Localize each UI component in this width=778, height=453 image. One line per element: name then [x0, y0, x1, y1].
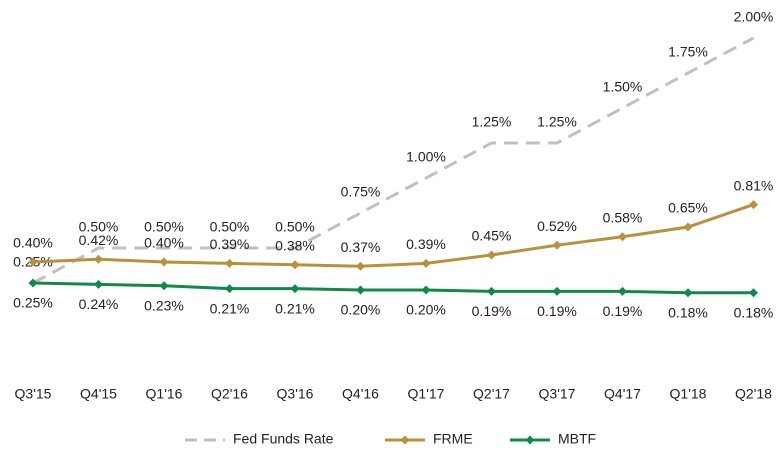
value-label: 0.37% — [341, 239, 381, 255]
marker — [28, 257, 38, 267]
value-label: 1.50% — [603, 79, 643, 95]
legend-label: MBTF — [558, 431, 596, 447]
x-tick-label: Q4'17 — [604, 386, 641, 402]
series-line — [32, 281, 754, 295]
value-label: 0.18% — [668, 305, 708, 321]
x-tick-label: Q3'16 — [277, 386, 314, 402]
x-tick-label: Q3'17 — [539, 386, 576, 402]
x-tick-label: Q2'16 — [211, 386, 248, 402]
x-tick-label: Q1'17 — [408, 386, 445, 402]
marker — [552, 286, 562, 296]
value-label: 0.18% — [734, 305, 774, 321]
marker — [356, 285, 365, 295]
marker — [487, 250, 496, 260]
x-tick-label: Q4'16 — [342, 386, 379, 402]
value-label: 0.21% — [210, 300, 250, 316]
marker — [94, 279, 103, 289]
value-label: 0.40% — [13, 235, 53, 251]
value-label: 0.42% — [79, 232, 119, 248]
value-label: 0.75% — [341, 184, 381, 200]
marker — [159, 257, 169, 267]
x-tick-label: Q1'16 — [146, 386, 183, 402]
value-label: 0.20% — [341, 302, 381, 318]
value-label: 0.23% — [144, 298, 184, 314]
value-label: 0.81% — [734, 177, 774, 193]
marker — [618, 232, 627, 242]
series-line — [32, 203, 754, 268]
value-label: 0.38% — [275, 238, 315, 254]
value-label: 0.25% — [13, 295, 53, 311]
x-tick-label: Q1'18 — [670, 386, 707, 402]
value-label: 2.00% — [734, 9, 774, 25]
legend-marker — [525, 435, 535, 445]
series-line — [32, 36, 755, 285]
value-label: 0.65% — [668, 200, 708, 216]
value-label: 0.50% — [210, 219, 250, 235]
value-label: 0.19% — [472, 303, 512, 319]
marker — [749, 288, 758, 298]
value-label: 0.19% — [537, 303, 577, 319]
value-label: 0.39% — [210, 236, 250, 252]
legend-label: FRME — [433, 431, 473, 447]
value-label: 0.20% — [406, 302, 446, 318]
value-label: 1.75% — [668, 44, 708, 60]
marker — [356, 261, 365, 271]
value-label: 0.58% — [603, 210, 643, 226]
value-label: 1.00% — [406, 149, 446, 165]
value-label: 1.25% — [537, 114, 577, 130]
x-tick-label: Q2'18 — [735, 386, 772, 402]
x-tick-label: Q3'15 — [15, 386, 52, 402]
marker — [421, 258, 431, 268]
marker — [159, 281, 169, 291]
marker — [28, 278, 38, 288]
marker — [552, 240, 562, 250]
marker — [749, 200, 758, 210]
legend-marker — [400, 435, 410, 445]
x-tick-label: Q4'15 — [80, 386, 117, 402]
marker — [683, 222, 693, 232]
value-label: 1.25% — [472, 114, 512, 130]
value-label: 0.19% — [603, 303, 643, 319]
marker — [618, 286, 627, 296]
x-tick-label: Q2'17 — [473, 386, 510, 402]
value-label: 0.21% — [275, 300, 315, 316]
marker — [290, 284, 300, 294]
value-label: 0.50% — [144, 219, 184, 235]
value-label: 0.40% — [144, 235, 184, 251]
marker — [94, 254, 103, 264]
marker — [225, 284, 234, 294]
marker — [683, 288, 693, 298]
marker — [225, 258, 234, 268]
marker — [487, 286, 496, 296]
value-label: 0.50% — [275, 219, 315, 235]
value-label: 0.24% — [79, 296, 119, 312]
value-label: 0.50% — [79, 219, 119, 235]
value-label: 0.39% — [406, 236, 446, 252]
value-label: 0.52% — [537, 218, 577, 234]
marker — [421, 285, 431, 295]
marker — [290, 260, 300, 270]
legend-label: Fed Funds Rate — [233, 431, 334, 447]
value-label: 0.45% — [472, 228, 512, 244]
